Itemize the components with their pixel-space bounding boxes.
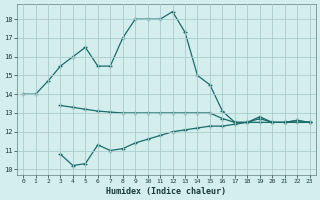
X-axis label: Humidex (Indice chaleur): Humidex (Indice chaleur) [106, 187, 226, 196]
